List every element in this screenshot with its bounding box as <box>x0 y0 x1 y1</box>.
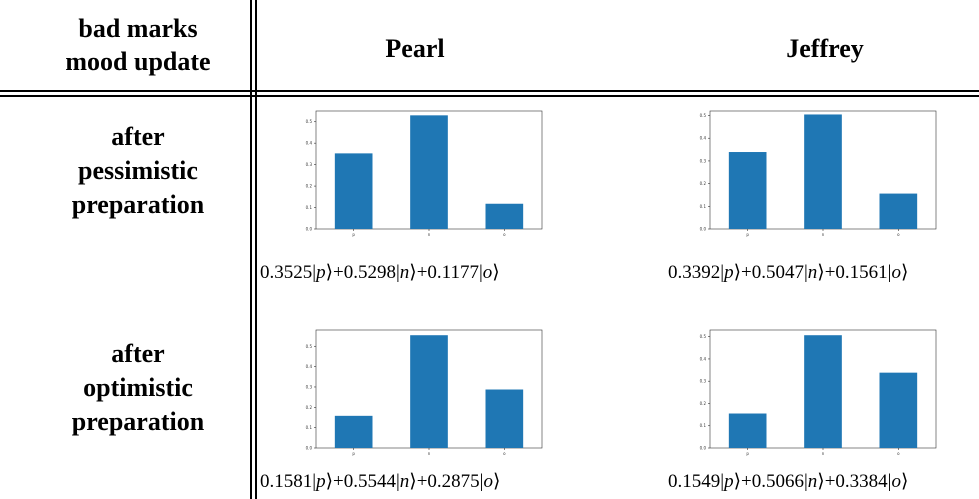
bar <box>334 415 373 448</box>
bar <box>804 114 842 229</box>
bar-chart-jeffrey-optimistic: 0.0 0.1 0.2 0.3 0.4 0.5 p n o <box>700 329 937 456</box>
x-tick-label: p <box>352 232 355 237</box>
formula-jeffrey-pessimistic: 0.3392|p⟩+0.5047|n⟩+0.1561|o⟩ <box>668 262 909 283</box>
y-tick-label: 0.2 <box>306 184 313 189</box>
row-label-line: after <box>111 339 165 368</box>
y-tick-label: 0.1 <box>700 204 707 209</box>
y-tick-label: 0.0 <box>306 446 313 451</box>
vertical-rule-right <box>255 0 257 499</box>
x-tick-label: p <box>746 451 749 456</box>
y-tick-label: 0.4 <box>306 141 313 146</box>
y-tick-label: 0.3 <box>700 379 707 384</box>
bar <box>728 152 767 229</box>
row-label-line: preparation <box>71 407 205 436</box>
y-tick-label: 0.2 <box>306 405 313 410</box>
y-tick-label: 0.2 <box>700 401 707 406</box>
formula-pearl-optimistic: 0.1581|p⟩+0.5544|n⟩+0.2875|o⟩ <box>260 471 501 492</box>
bar <box>410 115 448 229</box>
bar-chart-jeffrey-pessimistic: 0.0 0.1 0.2 0.3 0.4 0.5 p n o <box>700 110 937 237</box>
horizontal-rule-bottom <box>0 95 979 97</box>
bar <box>485 203 524 229</box>
x-tick-label: o <box>897 232 900 237</box>
bar <box>804 335 842 448</box>
y-tick-label: 0.0 <box>700 446 707 451</box>
row-label-pessimistic: after pessimistic preparation <box>28 120 248 222</box>
bar <box>485 389 524 448</box>
x-tick-label: p <box>352 451 355 456</box>
corner-header-line-2: mood update <box>65 47 211 76</box>
x-tick-label: n <box>822 232 825 237</box>
y-tick-label: 0.0 <box>700 227 707 232</box>
column-header-pearl: Pearl <box>385 34 445 63</box>
y-tick-label: 0.3 <box>306 384 313 389</box>
y-tick-label: 0.3 <box>700 158 707 163</box>
y-tick-label: 0.1 <box>306 205 313 210</box>
bar <box>879 372 918 448</box>
bar <box>728 413 767 448</box>
x-tick-label: n <box>822 451 825 456</box>
formula-pearl-pessimistic: 0.3525|p⟩+0.5298|n⟩+0.1177|o⟩ <box>260 262 500 283</box>
row-label-line: optimistic <box>83 373 193 402</box>
y-tick-label: 0.1 <box>700 423 707 428</box>
y-tick-label: 0.2 <box>700 181 707 186</box>
x-tick-label: o <box>503 451 506 456</box>
bar <box>879 193 918 229</box>
y-tick-label: 0.4 <box>700 356 707 361</box>
row-label-optimistic: after optimistic preparation <box>28 337 248 439</box>
x-tick-label: n <box>428 451 431 456</box>
x-tick-label: o <box>897 451 900 456</box>
y-tick-label: 0.5 <box>700 334 707 339</box>
corner-header: bad marks mood update <box>28 12 248 78</box>
y-tick-label: 0.3 <box>306 162 313 167</box>
row-label-line: after <box>111 122 165 151</box>
bar-chart-pearl-optimistic: 0.0 0.1 0.2 0.3 0.4 0.5 p n o <box>306 329 543 456</box>
bar <box>334 153 373 229</box>
corner-header-line-1: bad marks <box>78 14 198 43</box>
y-tick-label: 0.5 <box>700 113 707 118</box>
bar <box>410 335 448 448</box>
y-tick-label: 0.4 <box>700 136 707 141</box>
row-label-line: preparation <box>71 190 205 219</box>
y-tick-label: 0.5 <box>306 119 313 124</box>
bar-chart-pearl-pessimistic: 0.0 0.1 0.2 0.3 0.4 0.5 p n o <box>306 110 543 237</box>
formula-jeffrey-optimistic: 0.1549|p⟩+0.5066|n⟩+0.3384|o⟩ <box>668 471 909 492</box>
x-tick-label: p <box>746 232 749 237</box>
horizontal-rule-top <box>0 90 979 92</box>
vertical-rule-left <box>250 0 252 499</box>
y-tick-label: 0.1 <box>306 425 313 430</box>
y-tick-label: 0.0 <box>306 227 313 232</box>
y-tick-label: 0.5 <box>306 344 313 349</box>
x-tick-label: o <box>503 232 506 237</box>
x-tick-label: n <box>428 232 431 237</box>
row-label-line: pessimistic <box>78 156 198 185</box>
y-tick-label: 0.4 <box>306 364 313 369</box>
column-header-jeffrey: Jeffrey <box>786 34 864 63</box>
